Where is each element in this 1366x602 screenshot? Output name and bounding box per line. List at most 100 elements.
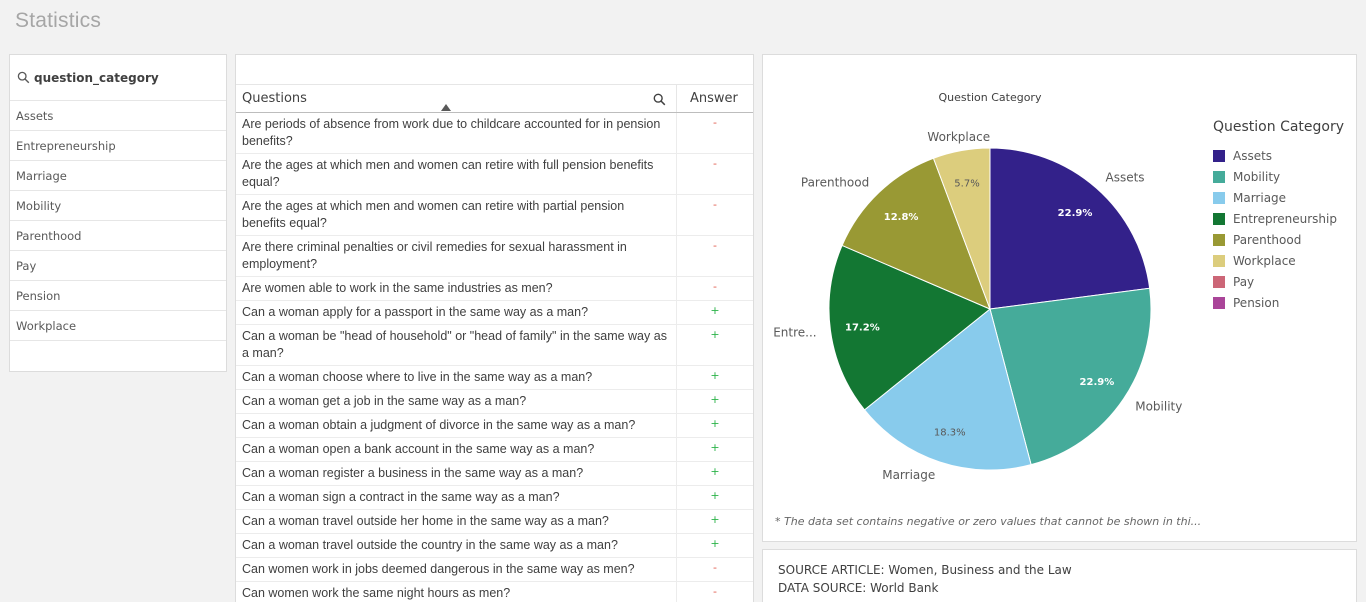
legend-swatch xyxy=(1213,212,1225,225)
legend-swatch xyxy=(1213,233,1225,246)
legend-label: Assets xyxy=(1233,148,1273,163)
slice-category-label: Entre... xyxy=(773,326,816,340)
table-row[interactable]: Are there criminal penalties or civil re… xyxy=(236,236,753,277)
slice-category-label: Mobility xyxy=(1135,400,1182,414)
filter-item[interactable]: Assets xyxy=(10,101,226,131)
question-category-filter: question_category Assets Entrepreneurship… xyxy=(9,54,227,372)
pie-slice[interactable] xyxy=(989,287,1152,466)
answer-cell: - xyxy=(713,280,717,293)
answer-cell: + xyxy=(710,489,720,502)
table-row[interactable]: Are women able to work in the same indus… xyxy=(236,277,753,301)
questions-table: Questions Answer Are periods of absence … xyxy=(235,54,754,602)
pie-slice[interactable] xyxy=(932,147,991,310)
legend-swatch xyxy=(1213,254,1225,267)
question-cell: Are there criminal penalties or civil re… xyxy=(236,236,677,276)
question-cell: Are periods of absence from work due to … xyxy=(236,113,677,153)
filter-item[interactable]: Workplace xyxy=(10,311,226,341)
answer-cell: + xyxy=(710,304,720,317)
table-row[interactable]: Can a woman choose where to live in the … xyxy=(236,366,753,390)
table-row[interactable]: Can a woman sign a contract in the same … xyxy=(236,486,753,510)
answer-cell: - xyxy=(713,157,717,170)
filter-item[interactable]: Marriage xyxy=(10,161,226,191)
answer-cell: - xyxy=(713,585,717,598)
chart-title: Question Category xyxy=(938,91,1042,104)
legend-swatch xyxy=(1213,275,1225,288)
answer-cell: - xyxy=(713,239,717,252)
pie-slice[interactable] xyxy=(841,157,991,310)
question-cell: Are the ages at which men and women can … xyxy=(236,154,677,194)
table-row[interactable]: Can a woman be "head of household" or "h… xyxy=(236,325,753,366)
question-cell: Can a woman open a bank account in the s… xyxy=(236,438,677,461)
slice-percent-label: 22.9% xyxy=(1080,377,1115,388)
filter-header[interactable]: question_category xyxy=(10,55,226,101)
legend-item[interactable]: Pension xyxy=(1213,292,1344,313)
column-header-answer[interactable]: Answer xyxy=(690,91,738,106)
slice-category-label: Parenthood xyxy=(801,175,869,189)
legend-label: Workplace xyxy=(1233,253,1296,268)
filter-item[interactable]: Mobility xyxy=(10,191,226,221)
table-row[interactable]: Can a woman obtain a judgment of divorce… xyxy=(236,414,753,438)
legend-label: Mobility xyxy=(1233,169,1281,184)
table-row[interactable]: Can women work in jobs deemed dangerous … xyxy=(236,558,753,582)
legend-label: Pension xyxy=(1233,295,1280,310)
pie-slice[interactable] xyxy=(989,147,1151,310)
slice-percent-label: 5.7% xyxy=(954,178,979,189)
pie-slice[interactable] xyxy=(863,308,1032,471)
legend-label: Entrepreneurship xyxy=(1233,211,1337,226)
sort-ascending-icon[interactable] xyxy=(441,104,451,111)
table-row[interactable]: Are the ages at which men and women can … xyxy=(236,154,753,195)
source-panel: SOURCE ARTICLE: Women, Business and the … xyxy=(762,549,1357,602)
legend-item[interactable]: Assets xyxy=(1213,145,1344,166)
legend-swatch xyxy=(1213,296,1225,309)
table-row[interactable]: Can women work the same night hours as m… xyxy=(236,582,753,602)
question-cell: Can a woman apply for a passport in the … xyxy=(236,301,677,324)
answer-cell: - xyxy=(713,561,717,574)
slice-category-label: Workplace xyxy=(927,130,990,144)
legend-item[interactable]: Marriage xyxy=(1213,187,1344,208)
answer-cell: + xyxy=(710,465,720,478)
legend-item[interactable]: Pay xyxy=(1213,271,1344,292)
filter-item[interactable]: Entrepreneurship xyxy=(10,131,226,161)
question-cell: Can a woman choose where to live in the … xyxy=(236,366,677,389)
answer-cell: + xyxy=(710,328,720,341)
table-row[interactable]: Can a woman travel outside the country i… xyxy=(236,534,753,558)
question-cell: Can a woman obtain a judgment of divorce… xyxy=(236,414,677,437)
filter-title: question_category xyxy=(34,70,159,85)
legend-item[interactable]: Workplace xyxy=(1213,250,1344,271)
table-row[interactable]: Are periods of absence from work due to … xyxy=(236,113,753,154)
table-row[interactable]: Can a woman travel outside her home in t… xyxy=(236,510,753,534)
table-row[interactable]: Can a woman register a business in the s… xyxy=(236,462,753,486)
table-row[interactable]: Can a woman get a job in the same way as… xyxy=(236,390,753,414)
column-header-questions[interactable]: Questions xyxy=(236,85,677,112)
table-row[interactable]: Are the ages at which men and women can … xyxy=(236,195,753,236)
slice-category-label: Marriage xyxy=(882,468,935,482)
slice-percent-label: 18.3% xyxy=(934,427,966,438)
slice-category-label: Assets xyxy=(1106,171,1145,185)
legend-title: Question Category xyxy=(1213,119,1345,135)
slice-percent-label: 17.2% xyxy=(845,322,880,333)
legend-item[interactable]: Parenthood xyxy=(1213,229,1344,250)
source-article: SOURCE ARTICLE: Women, Business and the … xyxy=(778,563,1072,577)
legend-item[interactable]: Entrepreneurship xyxy=(1213,208,1344,229)
search-icon[interactable] xyxy=(653,93,666,106)
pie-chart[interactable]: 22.9% Assets 22.9% Mobility 18.3% Marriage 17.… xyxy=(763,55,1217,505)
question-cell: Can a woman get a job in the same way as… xyxy=(236,390,677,413)
question-cell: Can a woman travel outside the country i… xyxy=(236,534,677,557)
search-icon xyxy=(17,71,30,84)
slice-percent-label: 22.9% xyxy=(1058,208,1093,219)
filter-item[interactable]: Parenthood xyxy=(10,221,226,251)
question-cell: Can a woman be "head of household" or "h… xyxy=(236,325,677,365)
answer-cell: + xyxy=(710,417,720,430)
legend-item[interactable]: Mobility xyxy=(1213,166,1344,187)
question-cell: Can a woman sign a contract in the same … xyxy=(236,486,677,509)
pie-slice[interactable] xyxy=(828,244,991,411)
table-row[interactable]: Can a woman apply for a passport in the … xyxy=(236,301,753,325)
question-cell: Are the ages at which men and women can … xyxy=(236,195,677,235)
answer-cell: + xyxy=(710,513,720,526)
pie-chart-panel[interactable]: Question Category 22.9% Assets 22.9% Mobili… xyxy=(762,54,1357,542)
question-cell: Can a woman travel outside her home in t… xyxy=(236,510,677,533)
filter-item[interactable]: Pay xyxy=(10,251,226,281)
table-row[interactable]: Can a woman open a bank account in the s… xyxy=(236,438,753,462)
table-header: Questions Answer xyxy=(236,84,753,113)
filter-item[interactable]: Pension xyxy=(10,281,226,311)
